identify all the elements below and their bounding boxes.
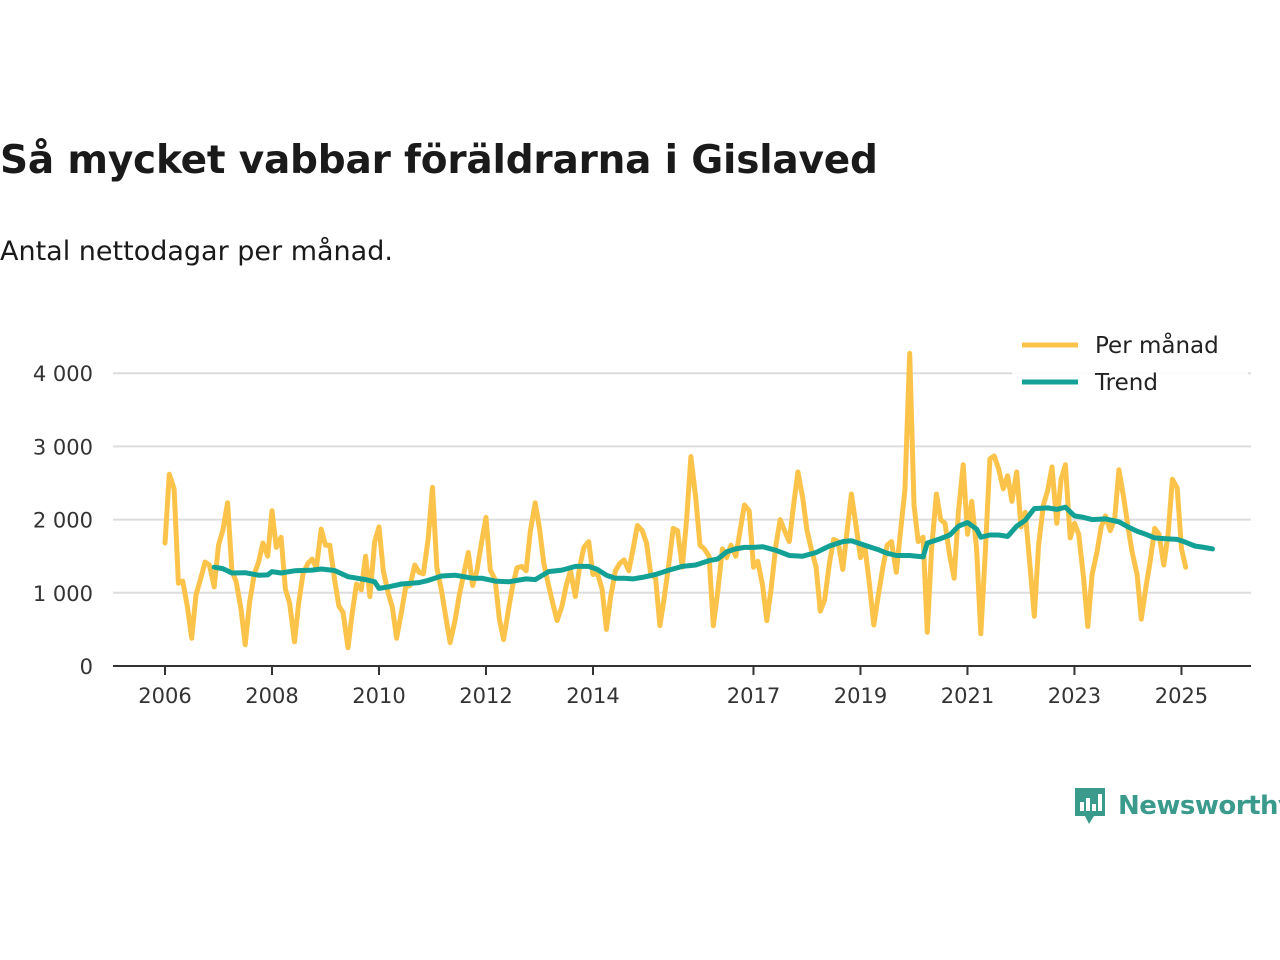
legend: Per månad Trend bbox=[1012, 328, 1248, 406]
legend-label-trend: Trend bbox=[1094, 370, 1158, 396]
brand-name: Newsworthy bbox=[1118, 791, 1280, 821]
x-tick-label: 2014 bbox=[566, 684, 619, 708]
x-tick-label: 2012 bbox=[459, 684, 512, 708]
axes: 0 1 000 2 000 3 000 4 000 2006 2008 2010 2012 201… bbox=[33, 362, 1251, 708]
series-line-trend bbox=[211, 504, 1215, 591]
y-tick-label: 2 000 bbox=[33, 509, 93, 533]
legend-background bbox=[1012, 328, 1248, 406]
x-tick-label: 2021 bbox=[941, 684, 994, 708]
x-tick-label: 2006 bbox=[138, 684, 191, 708]
x-tick-label: 2017 bbox=[727, 684, 780, 708]
chart-title: Så mycket vabbar föräldrarna i Gislaved bbox=[0, 138, 878, 183]
x-tick-label: 2023 bbox=[1048, 684, 1101, 708]
x-tick-label: 2019 bbox=[834, 684, 887, 708]
y-tick-label: 0 bbox=[80, 655, 93, 679]
chart-subtitle: Antal nettodagar per månad. bbox=[0, 236, 393, 267]
series-line-per-manad bbox=[162, 350, 1189, 651]
series-lines bbox=[162, 350, 1215, 651]
x-tick-label: 2008 bbox=[245, 684, 298, 708]
y-tick-label: 3 000 bbox=[33, 435, 93, 459]
legend-label-per-manad: Per månad bbox=[1095, 331, 1219, 359]
x-tick-label: 2010 bbox=[352, 684, 405, 708]
y-tick-label: 1 000 bbox=[33, 582, 93, 606]
line-chart: 0 1 000 2 000 3 000 4 000 2006 2008 2010 2012 201… bbox=[33, 328, 1251, 708]
y-tick-label: 4 000 bbox=[33, 362, 93, 386]
brand-logo: Newsworthy bbox=[1072, 786, 1280, 826]
x-tick-label: 2025 bbox=[1155, 684, 1208, 708]
newsworthy-logo-icon bbox=[1075, 788, 1105, 824]
